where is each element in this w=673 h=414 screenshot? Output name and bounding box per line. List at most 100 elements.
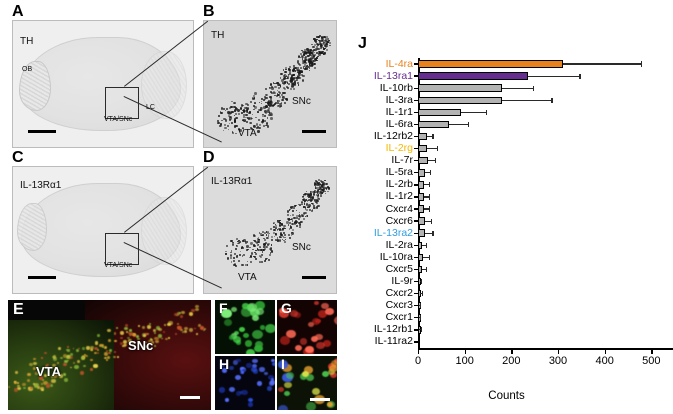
error-bar (424, 196, 430, 198)
error-bar-cap (425, 266, 428, 272)
error-bar (528, 75, 580, 77)
y-axis-tick (414, 75, 418, 77)
bar-il-10rb (418, 84, 502, 92)
bar-category-label: Cxcr3 (385, 299, 413, 312)
error-bar-cap (429, 182, 431, 188)
y-axis-tick (414, 232, 418, 234)
bar-il-13ra1 (418, 72, 529, 80)
bar-category-label: IL-11ra2 (374, 335, 413, 348)
error-bar (423, 256, 429, 258)
error-bar (502, 87, 533, 89)
error-bar-cap (419, 315, 422, 321)
scale-bar-e (180, 396, 200, 399)
scale-bar-d (302, 276, 326, 279)
error-bar-cap (467, 121, 470, 127)
error-bar-cap (485, 109, 487, 115)
y-axis-tick (414, 111, 418, 114)
x-axis-tick-label: 400 (595, 355, 614, 367)
panel-e-labeled-neurons (8, 300, 211, 410)
y-axis-tick (414, 147, 418, 150)
bar-category-label: Cxcr6 (385, 214, 413, 227)
y-axis-tick (414, 256, 418, 259)
panel-i-merged-neurons (277, 356, 337, 410)
error-bar-cap (425, 242, 428, 248)
bar-category-label: Cxcr1 (385, 311, 413, 324)
bar-category-label: Cxcr4 (385, 202, 413, 215)
scale-bar-i (310, 398, 330, 401)
bar-il-12rb2 (418, 132, 427, 141)
panel-label-b: B (203, 3, 215, 20)
error-bar-cap (579, 73, 581, 79)
bar-category-label: Cxcr5 (385, 262, 413, 275)
x-axis-tick-label: 100 (455, 355, 474, 367)
olfactory-bulb-c (17, 203, 47, 251)
panel-b-vta-label: VTA (238, 128, 257, 139)
bar-category-label: IL-2rg (385, 142, 413, 155)
panel-b-silver-grains (204, 21, 336, 147)
panel-d-silver-grains (204, 167, 336, 293)
bar-il-6ra (418, 120, 450, 129)
y-axis-tick (414, 317, 418, 319)
y-axis-tick (414, 280, 418, 283)
y-axis-tick (414, 341, 418, 343)
panel-label-i: I (281, 356, 285, 372)
x-axis-tick (464, 350, 467, 354)
y-axis (418, 58, 420, 350)
panel-d-snc-label: SNc (292, 242, 311, 253)
error-bar-cap (421, 278, 423, 285)
y-axis-tick (414, 268, 418, 271)
bar-category-label: IL-13ra2 (373, 226, 413, 239)
panel-d-vta-label: VTA (238, 272, 257, 283)
error-bar (424, 172, 430, 174)
x-axis-tick-label: 300 (548, 355, 568, 367)
bar-category-label: IL-4ra (385, 57, 413, 70)
y-axis-tick (414, 208, 418, 210)
panel-c-stain-label: IL-13Rα1 (20, 180, 62, 191)
y-axis-tick (414, 220, 418, 222)
error-bar-cap (429, 170, 431, 176)
y-axis-tick (414, 160, 418, 162)
error-bar-cap (428, 254, 430, 260)
error-bar (427, 148, 438, 150)
bar-category-label: IL-1r2 (385, 190, 413, 203)
panel-label-e: E (13, 301, 24, 318)
error-bar (422, 244, 426, 246)
x-axis-tick (418, 350, 420, 354)
panel-g-red-channel (277, 300, 337, 354)
panel-label-f: F (219, 300, 228, 316)
panel-d-stain-label: IL-13Rα1 (211, 176, 253, 187)
panel-h-background (215, 356, 275, 410)
error-bar-cap (437, 146, 439, 152)
scale-bar-a (28, 130, 56, 133)
y-axis-tick (414, 184, 418, 186)
error-bar-cap (432, 230, 434, 236)
bar-category-label: IL-12rb2 (373, 130, 413, 143)
error-bar-cap (432, 133, 434, 140)
scale-bar-b (302, 130, 326, 133)
bar-category-label: IL-1r1 (385, 105, 413, 118)
bar-category-label: IL-7r (391, 154, 413, 167)
panel-d-background (204, 167, 336, 293)
error-bar (419, 293, 423, 295)
error-bar (425, 232, 433, 234)
panel-h-blue-channel (215, 356, 275, 410)
bar-cxcr5 (418, 265, 422, 274)
scale-bar-c (28, 276, 56, 279)
bar-category-label: IL-5ra (385, 166, 413, 179)
roi-box-vta-snc-a (105, 87, 139, 119)
error-bar (421, 268, 426, 271)
panel-g-neurons (277, 300, 337, 354)
error-bar-cap (428, 206, 430, 212)
error-bar (502, 99, 552, 101)
error-bar (562, 63, 642, 65)
panel-e-vta-label: VTA (36, 364, 62, 379)
bar-category-label: IL-12rb1 (373, 323, 413, 336)
bar-il-13ra2 (418, 229, 425, 237)
roi-box-vta-snc-c (105, 233, 139, 265)
bar-category-label: IL-2ra (385, 238, 413, 251)
chart-plot-area: IL-4ra IL-13ra1 IL-10rb IL-3ra IL-1r1 IL-6ra I… (340, 30, 673, 414)
panel-e-fluorescence-overview (8, 300, 211, 410)
error-bar-cap (434, 158, 436, 164)
panel-i-merged-channel (277, 356, 337, 410)
bar-category-label: Cxcr2 (385, 287, 413, 300)
